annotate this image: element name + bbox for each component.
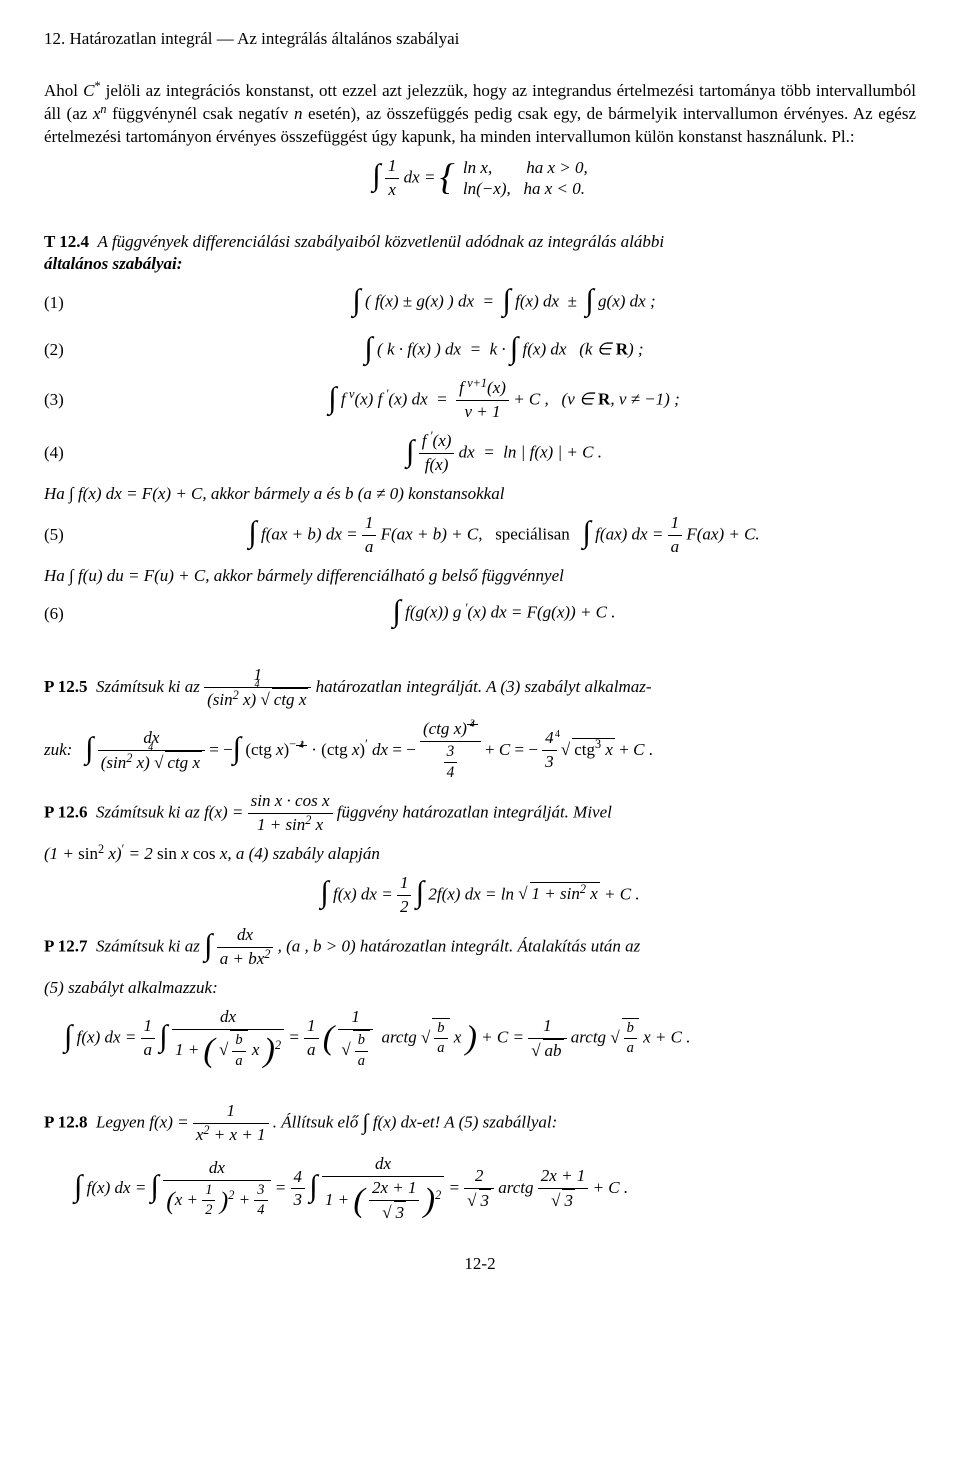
page-header: 12. Határozatlan integrál — Az integrálá… <box>44 28 916 51</box>
problem-12-5-sol: zuk: ∫ dx (sin2 x) 4ctg x = −∫ (ctg x)−1… <box>44 718 916 784</box>
problem-12-7: P 12.7 Számítsuk ki az ∫ dx a + bx2 , (a… <box>44 924 916 971</box>
intro-paragraph: Ahol C* jelöli az integrációs konstanst,… <box>44 80 916 149</box>
integration-rule-5: (5) ∫ f(ax + b) dx = 1a F(ax + b) + C, s… <box>44 512 916 559</box>
theorem-12-4: T 12.4 A függvények differenciálási szab… <box>44 231 916 277</box>
integration-rule-3: (3) ∫ f v(x) f ′(x) dx = f v+1(x) v + 1 … <box>44 377 916 424</box>
problem-12-6: P 12.6 Számítsuk ki az f(x) = sin x · co… <box>44 790 916 837</box>
problem-12-7-formula: ∫ f(x) dx = 1a ∫ dx 1 + ( ba x )2 = 1a (… <box>44 1006 916 1071</box>
problem-12-5: P 12.5 Számítsuk ki az 1 (sin2 x) 4ctg x… <box>44 664 916 712</box>
ha-text-2: Ha ∫ f(u) du = F(u) + C, akkor bármely d… <box>44 565 916 588</box>
problem-12-8-formula: ∫ f(x) dx = ∫ dx (x + 12 )2 + 34 = 43 ∫ … <box>44 1153 916 1225</box>
ha-text-1: Ha ∫ f(x) dx = F(x) + C, akkor bármely a… <box>44 483 916 506</box>
integration-rule-4: (4) ∫ f ′(x) f(x) dx = ln | f(x) | + C . <box>44 430 916 477</box>
problem-12-8: P 12.8 Legyen f(x) = 1 x2 + x + 1 . Állí… <box>44 1100 916 1147</box>
page-number: 12-2 <box>44 1253 916 1276</box>
integration-rule-1: (1) ∫ ( f(x) ± g(x) ) dx = ∫ f(x) dx ± ∫… <box>44 282 916 323</box>
integration-rule-2: (2) ∫ ( k · f(x) ) dx = k · ∫ f(x) dx (k… <box>44 330 916 371</box>
problem-12-6-formula: ∫ f(x) dx = 12 ∫ 2f(x) dx = ln 1 + sin2 … <box>44 872 916 919</box>
problem-12-7-line2: (5) szabályt alkalmazzuk: <box>44 977 916 1000</box>
integration-rule-6: (6) ∫ f(g(x)) g ′(x) dx = F(g(x)) + C . <box>44 593 916 634</box>
problem-12-6-line2: (1 + sin2 x)′ = 2 sin x cos x, a (4) sza… <box>44 843 916 866</box>
piecewise-formula: ∫ 1x dx = { ln x, ha x > 0, ln(−x), ha x… <box>44 155 916 202</box>
